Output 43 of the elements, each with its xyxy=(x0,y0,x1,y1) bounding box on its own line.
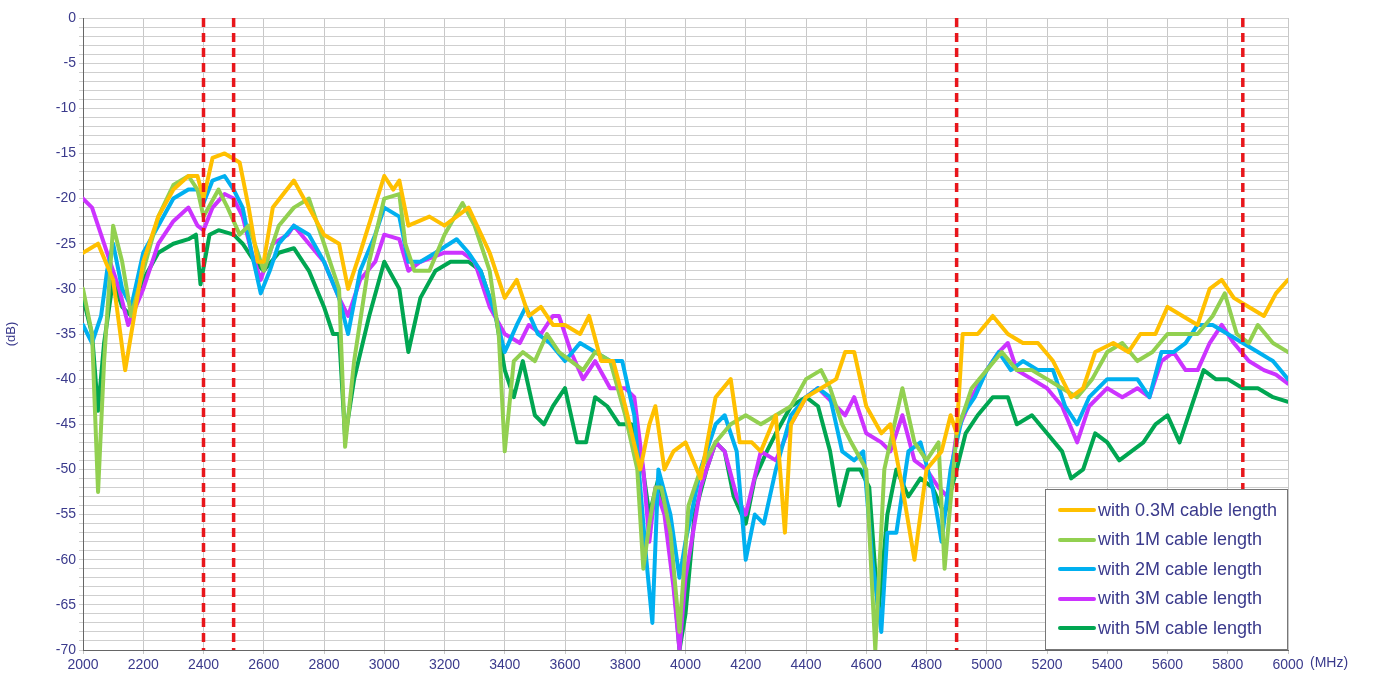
y-tick-label: -50 xyxy=(55,460,77,477)
y-axis-title: (dB) xyxy=(3,321,19,347)
x-tick-label: 2000 xyxy=(67,656,99,673)
y-tick-label: -5 xyxy=(63,54,77,70)
x-tick-label: 3800 xyxy=(609,656,642,673)
legend-label: with 3M cable length xyxy=(1097,588,1262,610)
x-tick-label: 2200 xyxy=(127,656,160,673)
legend-label: with 5M cable length xyxy=(1097,617,1262,639)
x-tick-label: 2400 xyxy=(187,656,220,673)
legend-label: with 2M cable length xyxy=(1097,558,1262,580)
x-tick-label: 3400 xyxy=(489,656,521,673)
y-tick-label: -65 xyxy=(55,595,77,612)
x-tick-label: 5400 xyxy=(1091,656,1124,673)
y-tick-label: -15 xyxy=(55,144,77,161)
x-tick-label: 4400 xyxy=(790,656,822,673)
x-tick-label: 2800 xyxy=(308,656,340,673)
x-axis-title: (MHz) xyxy=(1310,653,1349,670)
y-tick-label: -25 xyxy=(55,234,77,251)
x-tick-label: 4800 xyxy=(910,656,943,673)
y-tick-label: -60 xyxy=(55,550,77,567)
y-tick-label: -70 xyxy=(55,640,77,657)
y-tick-label: 0 xyxy=(68,8,77,25)
y-tick-label: -40 xyxy=(55,370,77,386)
x-tick-label: 6000 xyxy=(1272,656,1304,673)
x-tick-label: 5000 xyxy=(971,656,1003,673)
x-tick-label: 3000 xyxy=(368,656,401,673)
x-tick-label: 5800 xyxy=(1212,656,1244,673)
legend-label: with 1M cable length xyxy=(1097,529,1262,551)
x-tick-label: 4200 xyxy=(730,656,762,673)
x-tick-label: 4600 xyxy=(850,656,883,673)
x-tick-label: 3200 xyxy=(428,656,461,673)
x-tick-label: 2600 xyxy=(248,656,280,673)
x-tick-label: 3600 xyxy=(549,656,581,673)
y-tick-label: -35 xyxy=(55,324,77,341)
x-tick-label: 5600 xyxy=(1151,656,1184,673)
y-tick-label: -55 xyxy=(55,505,77,522)
x-tick-label: 4000 xyxy=(669,656,702,673)
x-tick-label: 5200 xyxy=(1031,656,1063,673)
legend-label: with 0.3M cable length xyxy=(1097,499,1277,521)
y-tick-label: -30 xyxy=(55,279,77,296)
y-tick-label: -10 xyxy=(55,99,77,116)
y-tick-label: -45 xyxy=(55,415,77,432)
y-tick-label: -20 xyxy=(55,189,77,206)
